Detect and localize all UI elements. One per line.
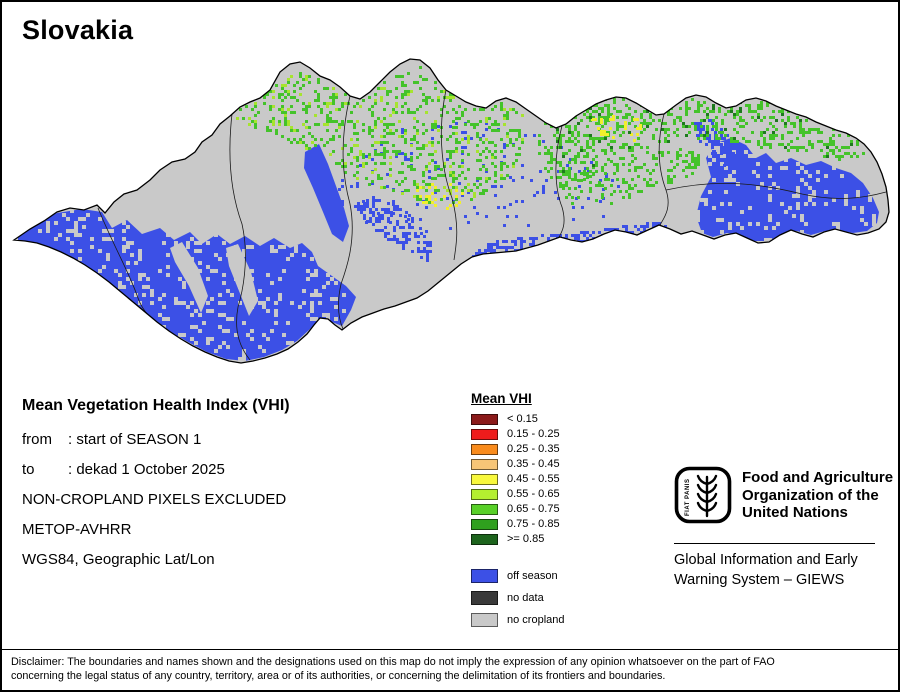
legend-item: 0.55 - 0.65 xyxy=(471,488,565,500)
map-zone-speckle xyxy=(236,75,524,198)
map-zone-speckle xyxy=(416,183,464,210)
map-zone-speckle xyxy=(696,142,876,242)
info-to-label: to xyxy=(22,461,35,478)
info-from-colon: : xyxy=(68,431,73,448)
legend-extra-items: off season no data no cropland xyxy=(471,569,565,627)
info-line-noncropland: NON-CROPLAND PIXELS EXCLUDED xyxy=(22,491,287,508)
legend-swatch xyxy=(471,518,498,530)
map-info-block: Mean Vegetation Health Index (VHI) from:… xyxy=(22,397,290,581)
region-boundary xyxy=(440,89,458,261)
legend-swatch xyxy=(471,503,498,515)
region-boundary xyxy=(229,113,251,361)
legend-label: 0.45 - 0.55 xyxy=(507,473,560,485)
map-zone-fill xyxy=(696,138,879,241)
legend-item: 0.45 - 0.55 xyxy=(471,473,565,485)
legend-swatch xyxy=(471,569,498,583)
info-line-projection: WGS84, Geographic Lat/Lon xyxy=(22,551,215,568)
legend-swatch xyxy=(471,591,498,605)
legend-label: 0.15 - 0.25 xyxy=(507,428,560,440)
legend-title: Mean VHI xyxy=(471,391,532,406)
legend-swatch xyxy=(471,413,498,425)
legend-swatch xyxy=(471,533,498,545)
info-heading: Mean Vegetation Health Index (VHI) xyxy=(22,397,290,414)
wheat-ear-icon xyxy=(696,474,718,518)
map-zone-speckle xyxy=(14,209,346,361)
legend-label: 0.35 - 0.45 xyxy=(507,458,560,470)
giews-text: Global Information and Early Warning Sys… xyxy=(674,551,858,590)
legend-swatch xyxy=(471,613,498,627)
legend-item: no cropland xyxy=(471,613,565,627)
legend-swatch xyxy=(471,488,498,500)
legend-label: >= 0.85 xyxy=(507,533,545,545)
info-to-colon: : xyxy=(68,461,73,478)
disclaimer: Disclaimer: The boundaries and names sho… xyxy=(2,649,898,690)
map-zone-fill xyxy=(170,242,208,313)
map-zone-speckle xyxy=(239,66,524,204)
map-zone-speckle xyxy=(556,101,853,173)
legend-swatch xyxy=(471,473,498,485)
legend-item: off season xyxy=(471,569,565,583)
region-boundary xyxy=(555,125,565,240)
region-boundary xyxy=(658,113,669,226)
fao-branding: FIAT PANIS Food and Agriculture Organiza… xyxy=(674,466,893,524)
legend-label: < 0.15 xyxy=(507,413,538,425)
legend-item: 0.65 - 0.75 xyxy=(471,503,565,515)
legend-swatch xyxy=(471,458,498,470)
info-from-value: start of SEASON 1 xyxy=(76,431,202,448)
legend-swatch xyxy=(471,428,498,440)
map-zone-speckle xyxy=(354,196,432,262)
map-zone-fill xyxy=(304,144,349,242)
disclaimer-line: Disclaimer: The boundaries and names sho… xyxy=(11,656,775,668)
fao-org-name: Food and Agriculture Organization of the… xyxy=(742,469,893,522)
region-boundary xyxy=(337,95,353,330)
fao-org-line: Food and Agriculture xyxy=(742,469,894,486)
info-row-from: from: start of SEASON 1 xyxy=(22,431,290,448)
fao-logo-motto: FIAT PANIS xyxy=(685,479,691,516)
map-zone-speckle xyxy=(591,115,642,142)
page-title: Slovakia xyxy=(22,15,134,45)
legend-item: no data xyxy=(471,591,565,605)
vhi-legend: Mean VHI < 0.15 0.15 - 0.25 0.25 - 0.35 0.3… xyxy=(471,390,565,635)
legend-label: 0.65 - 0.75 xyxy=(507,503,560,515)
legend-item: >= 0.85 xyxy=(471,533,565,545)
fao-logo-border xyxy=(674,466,732,524)
info-row-to: to: dekad 1 October 2025 xyxy=(22,461,290,478)
country-outline xyxy=(12,58,890,364)
info-from-label: from xyxy=(22,431,52,448)
legend-label: 0.25 - 0.35 xyxy=(507,443,560,455)
giews-line: Global Information and Early xyxy=(674,552,858,568)
legend-item: 0.25 - 0.35 xyxy=(471,443,565,455)
legend-item: < 0.15 xyxy=(471,413,565,425)
map-zone-speckle xyxy=(693,119,735,173)
region-boundary xyxy=(665,182,887,199)
info-to-value: dekad 1 October 2025 xyxy=(76,461,225,478)
legend-item: 0.15 - 0.25 xyxy=(471,428,565,440)
legend-item: 0.35 - 0.45 xyxy=(471,458,565,470)
vhi-legend-items: < 0.15 0.15 - 0.25 0.25 - 0.35 0.35 - 0.45 0… xyxy=(471,413,565,545)
disclaimer-line: concerning the legal status of any count… xyxy=(11,669,666,682)
legend-item: 0.75 - 0.85 xyxy=(471,518,565,530)
legend-label: no cropland xyxy=(507,614,565,626)
map-zone-speckle xyxy=(562,148,700,205)
fao-logo: FIAT PANIS xyxy=(674,466,732,524)
legend-label: 0.55 - 0.65 xyxy=(507,488,560,500)
fao-divider xyxy=(674,543,875,544)
fao-org-line: Organization of the xyxy=(742,486,879,504)
legend-label: 0.75 - 0.85 xyxy=(507,518,560,530)
legend-swatch xyxy=(471,443,498,455)
fao-org-line: United Nations xyxy=(742,504,848,521)
info-line-sensor: METOP-AVHRR xyxy=(22,521,132,538)
legend-label: no data xyxy=(507,592,544,604)
map-zone-fill xyxy=(226,244,258,316)
giews-line: Warning System – GIEWS xyxy=(674,571,845,588)
legend-label: off season xyxy=(507,570,558,582)
